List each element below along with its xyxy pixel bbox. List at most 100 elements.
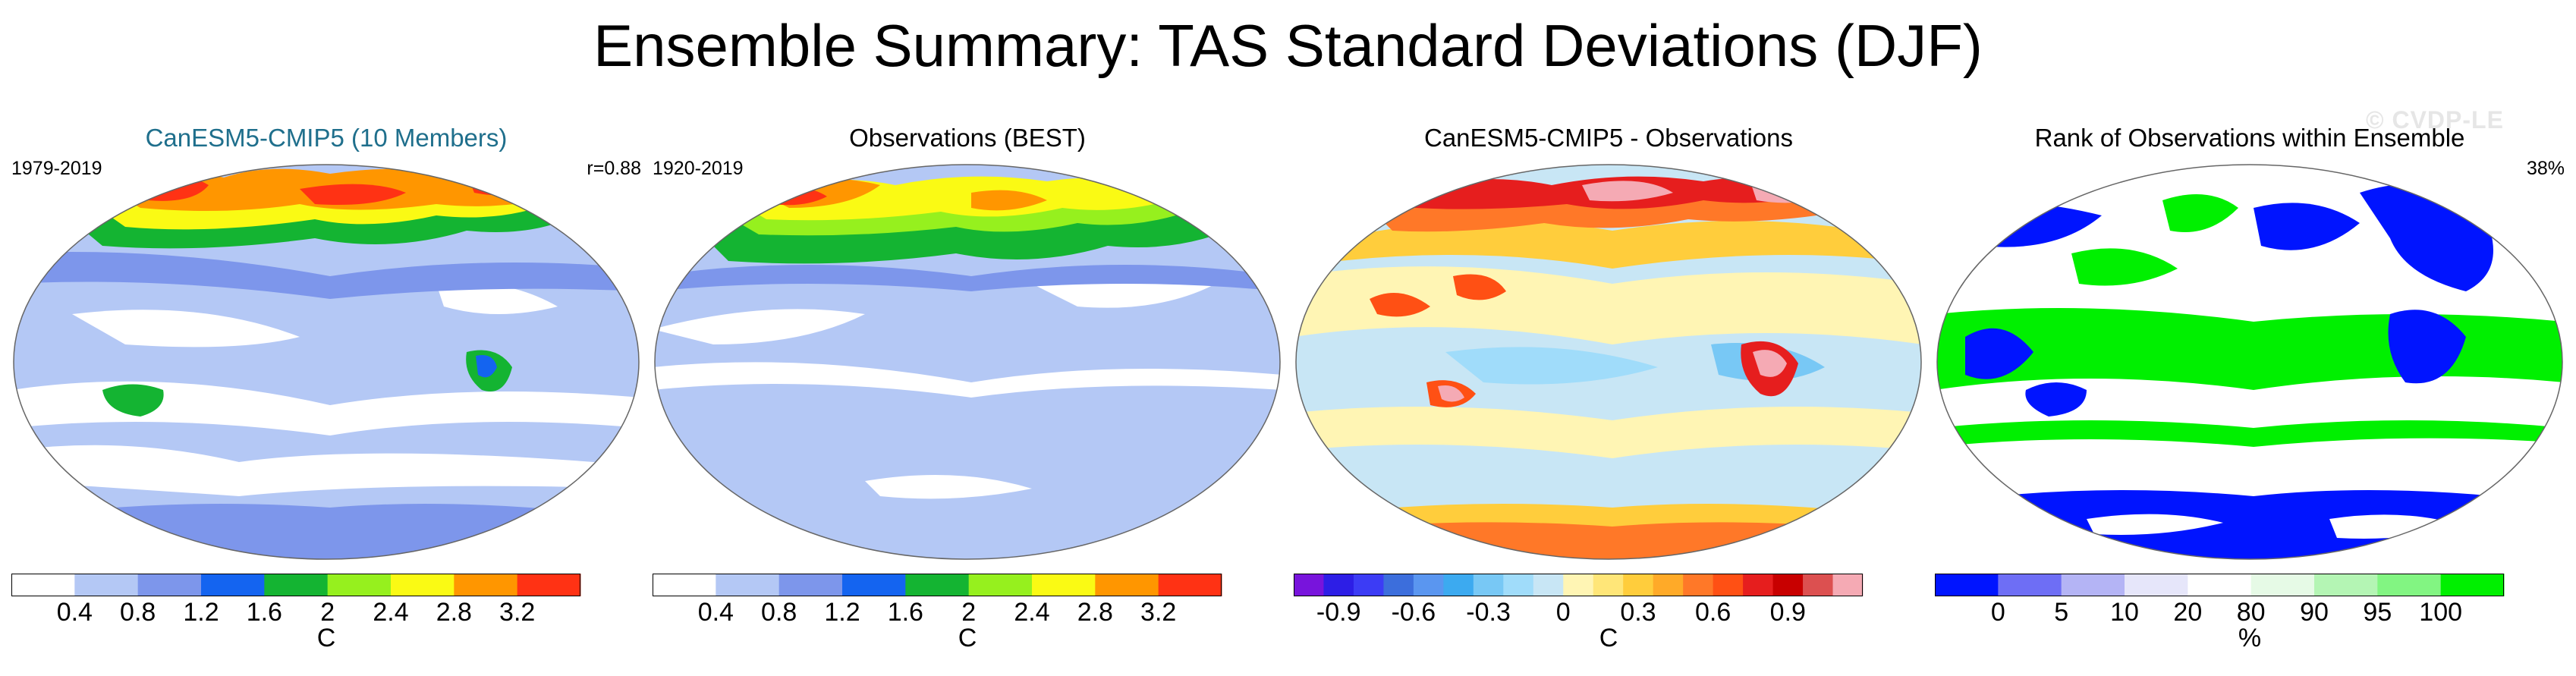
colorbar-swatch [11,574,75,596]
figure-title: Ensemble Summary: TAS Standard Deviation… [593,12,1983,79]
colorbar-swatch [1443,574,1474,596]
colorbar-tick-label: 90 [2300,598,2329,627]
colorbar-border [653,574,1222,596]
colorbar: 0.4 0.8 1.2 1.6 2 2.4 2.8 3.2 [11,574,581,627]
colorbar: 0.4 0.8 1.2 1.6 2 2.4 2.8 3.2 [653,574,1222,627]
colorbar-swatch [1683,574,1714,596]
panel-title: CanESM5-CMIP5 - Observations [1424,124,1793,152]
colorbar-swatch [1503,574,1534,596]
colorbar-swatch [2125,574,2188,596]
colorbar-swatch [1473,574,1504,596]
colorbar-swatch [1593,574,1624,596]
colorbar-tick-label: 0 [1556,598,1571,627]
panel-percent-label: 38% [2526,158,2565,179]
colorbar-swatch [1323,574,1354,596]
colorbar-swatch [842,574,906,596]
colorbar-swatch [2250,574,2315,596]
colorbar-tick-label: 0.8 [761,598,797,627]
colorbar-tick-label: 3.2 [499,598,535,627]
watermark: © CVDP-LE [2366,106,2504,134]
colorbar-tick-label: 2 [320,598,335,627]
colorbar-tick-label: 2 [961,598,976,627]
colorbar-swatch [1998,574,2062,596]
colorbar-swatch [905,574,970,596]
colorbar: -0.9 -0.6 -0.3 0 0.3 0.6 0.9 [1294,574,1864,627]
panel-title: Observations (BEST) [849,124,1086,152]
panel-period-label: 1920-2019 [653,158,744,179]
colorbar-tick-label: 100 [2419,598,2462,627]
colorbar-swatch [1383,574,1414,596]
colorbar-swatch [327,574,392,596]
panel-observed-stddev: Observations (BEST) 1920-2019 0.4 0.8 1.2 1… [653,114,1282,668]
colorbar-swatch [1713,574,1744,596]
colorbar-swatch [1772,574,1804,596]
colorbar-tick-label: 1.6 [888,598,923,627]
colorbar-swatch [1935,574,1999,596]
colorbar-swatch [1803,574,1834,596]
colorbar-tick-label: -0.3 [1466,598,1511,627]
colorbar-swatch [1294,574,1324,596]
colorbar-tick-label: 80 [2237,598,2266,627]
colorbar-tick-label: 1.2 [824,598,860,627]
colorbar-swatch [1413,574,1444,596]
colorbar-tick-label: 2.4 [1014,598,1049,627]
colorbar-swatch [1563,574,1594,596]
world-map [1936,164,2563,560]
colorbar-tick-label: 0.4 [698,598,734,627]
world-map [654,164,1281,560]
colorbar-swatch [2440,574,2505,596]
colorbar-swatch [1353,574,1384,596]
colorbar-tick-label: 5 [2054,598,2068,627]
colorbar-swatch [653,574,716,596]
colorbar-swatch [1653,574,1684,596]
colorbar-tick-label: 0.8 [120,598,156,627]
panel-model-stddev: CanESM5-CMIP5 (10 Members) 1979-2019 r=0… [11,114,641,668]
colorbar-tick-label: 2.8 [1077,598,1113,627]
colorbar-swatch [2188,574,2252,596]
panel-difference: CanESM5-CMIP5 - Observations -0.9 -0.6 -0. [1294,114,1923,668]
colorbar-swatch [201,574,265,596]
colorbar-tick-label: 1.6 [247,598,282,627]
colorbar-tick-label: 0.3 [1620,598,1656,627]
panel-period-label: 1979-2019 [11,158,102,179]
panel-title: CanESM5-CMIP5 (10 Members) [145,124,508,152]
colorbar-tick-label: 0 [1991,598,2005,627]
colorbar-swatch [1032,574,1096,596]
colorbar-tick-label: 0.6 [1695,598,1731,627]
colorbar-swatch [264,574,329,596]
colorbar-swatch [1743,574,1774,596]
colorbar-swatch [74,574,139,596]
colorbar-tick-label: 0.9 [1770,598,1806,627]
colorbar-swatch [1623,574,1654,596]
panel-title: Rank of Observations within Ensemble [2034,124,2465,152]
colorbar-swatch [778,574,843,596]
colorbar-tick-label: 95 [2363,598,2392,627]
colorbar-swatch [1832,574,1864,596]
colorbar-swatch [454,574,518,596]
world-map [13,164,640,560]
colorbar-swatch [1533,574,1564,596]
colorbar-border [1935,574,2504,596]
colorbar-tick-label: 10 [2110,598,2139,627]
colorbar-swatch [1158,574,1222,596]
colorbar-tick-label: 0.4 [57,598,93,627]
colorbar-border [11,574,580,596]
colorbar-unit: C [316,624,336,652]
colorbar-swatch [2061,574,2125,596]
colorbar-unit: % [2238,624,2262,652]
colorbar-swatch [391,574,454,596]
colorbar-border [1294,574,1863,596]
colorbar-tick-label: 20 [2173,598,2202,627]
colorbar-tick-label: 1.2 [183,598,219,627]
colorbar-unit: C [1599,624,1618,652]
colorbar-tick-label: -0.6 [1392,598,1436,627]
colorbar-swatch [716,574,780,596]
colorbar-tick-label: 2.8 [436,598,472,627]
colorbar-swatch [2314,574,2378,596]
panel-rank: Rank of Observations within Ensemble 38%… [1935,114,2565,668]
colorbar-swatch [2377,574,2442,596]
colorbar: 0 5 10 20 80 90 95 100 [1935,574,2505,627]
colorbar-tick-label: 2.4 [373,598,408,627]
colorbar-tick-label: -0.9 [1316,598,1361,627]
colorbar-swatch [968,574,1033,596]
